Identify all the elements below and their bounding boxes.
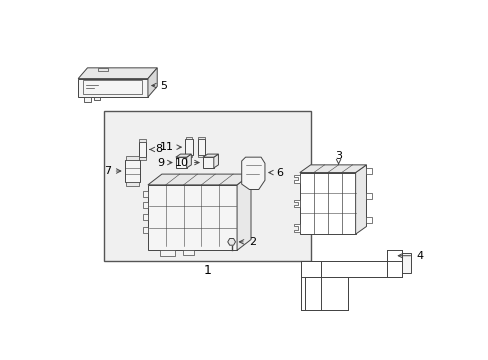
Polygon shape — [186, 154, 191, 168]
Polygon shape — [203, 154, 218, 157]
Polygon shape — [293, 175, 299, 183]
Text: 2: 2 — [239, 237, 255, 247]
Bar — [143, 227, 148, 233]
Bar — [126, 156, 138, 160]
Polygon shape — [366, 168, 371, 174]
Bar — [143, 202, 148, 208]
Bar — [98, 68, 107, 71]
Text: 6: 6 — [268, 167, 282, 177]
Polygon shape — [366, 193, 371, 199]
Polygon shape — [366, 217, 371, 223]
Polygon shape — [301, 261, 320, 310]
Polygon shape — [299, 165, 366, 172]
Bar — [159, 250, 175, 256]
Bar — [126, 182, 138, 186]
Polygon shape — [386, 249, 401, 276]
Polygon shape — [148, 68, 157, 97]
Polygon shape — [305, 276, 347, 310]
Bar — [143, 191, 148, 197]
Polygon shape — [293, 199, 299, 207]
Bar — [203, 157, 213, 168]
Text: 4: 4 — [397, 251, 422, 261]
Bar — [183, 250, 194, 255]
Bar — [198, 155, 204, 157]
Polygon shape — [355, 165, 366, 234]
Polygon shape — [176, 154, 191, 157]
Bar — [139, 139, 145, 142]
Bar — [185, 137, 192, 139]
Bar — [94, 97, 100, 100]
Bar — [143, 214, 148, 220]
Polygon shape — [78, 78, 148, 97]
Polygon shape — [227, 239, 235, 245]
Bar — [198, 137, 204, 139]
Polygon shape — [237, 174, 250, 250]
Bar — [139, 157, 145, 160]
Text: 10: 10 — [175, 158, 199, 167]
Text: 8: 8 — [150, 144, 163, 154]
Bar — [176, 157, 186, 168]
Bar — [185, 155, 192, 157]
Bar — [82, 80, 142, 94]
Bar — [84, 97, 90, 102]
Text: 1: 1 — [203, 264, 211, 277]
Polygon shape — [293, 224, 299, 232]
Bar — [197, 139, 205, 155]
Polygon shape — [301, 261, 401, 276]
Bar — [185, 139, 192, 155]
Text: 9: 9 — [157, 158, 172, 167]
Bar — [138, 142, 146, 157]
Text: 7: 7 — [103, 166, 121, 176]
Polygon shape — [241, 157, 264, 189]
Bar — [124, 160, 140, 182]
Polygon shape — [401, 253, 410, 273]
Polygon shape — [148, 174, 250, 185]
Polygon shape — [213, 154, 218, 168]
Text: 3: 3 — [334, 150, 342, 164]
Polygon shape — [78, 68, 157, 78]
Polygon shape — [148, 185, 237, 250]
Text: 11: 11 — [159, 142, 181, 152]
Text: 5: 5 — [151, 81, 167, 91]
Bar — [103, 111, 311, 261]
Polygon shape — [299, 172, 355, 234]
